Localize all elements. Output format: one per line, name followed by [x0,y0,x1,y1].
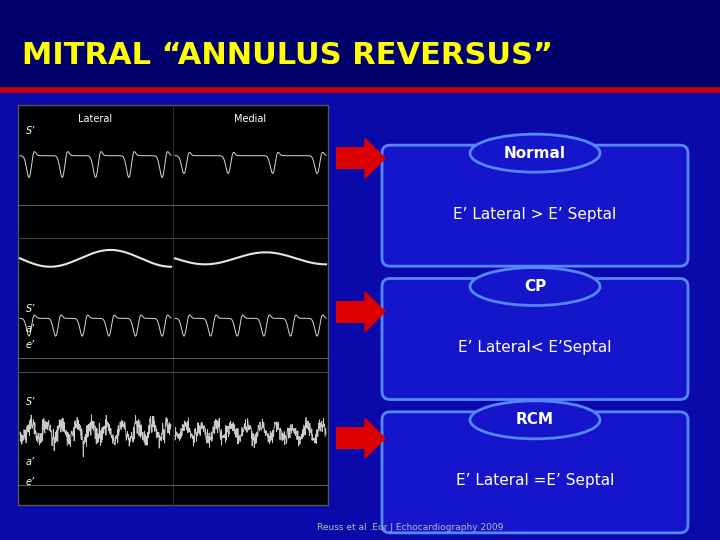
Text: Medial: Medial [235,114,266,124]
FancyBboxPatch shape [382,279,688,400]
Text: a’: a’ [26,323,35,334]
Text: CP: CP [524,279,546,294]
Ellipse shape [470,267,600,306]
Text: S’: S’ [26,126,35,136]
Text: S’: S’ [26,397,35,407]
Text: E’ Lateral =E’ Septal: E’ Lateral =E’ Septal [456,473,614,488]
Ellipse shape [470,401,600,439]
Text: Reuss et al .Eur J Echocardiography 2009: Reuss et al .Eur J Echocardiography 2009 [317,523,503,532]
FancyBboxPatch shape [382,412,688,533]
Polygon shape [365,139,385,178]
Text: e’: e’ [26,477,35,487]
Ellipse shape [470,134,600,172]
Polygon shape [365,418,385,458]
Text: RCM: RCM [516,413,554,427]
Text: E’ Lateral > E’ Septal: E’ Lateral > E’ Septal [454,207,616,221]
Polygon shape [365,292,385,332]
Bar [0,0,720,90]
Text: a’: a’ [26,457,35,467]
Bar [18,105,328,505]
Text: Normal: Normal [504,146,566,161]
Text: MITRAL “ANNULUS REVERSUS”: MITRAL “ANNULUS REVERSUS” [22,40,553,70]
Text: e’: e’ [26,340,35,350]
Bar [336,427,365,449]
Bar [0,90,720,540]
Text: Lateral: Lateral [78,114,112,124]
Text: S’: S’ [26,303,35,314]
Bar [336,147,365,170]
Bar [336,301,365,323]
FancyBboxPatch shape [382,145,688,266]
Text: E’ Lateral< E’Septal: E’ Lateral< E’Septal [458,340,612,355]
